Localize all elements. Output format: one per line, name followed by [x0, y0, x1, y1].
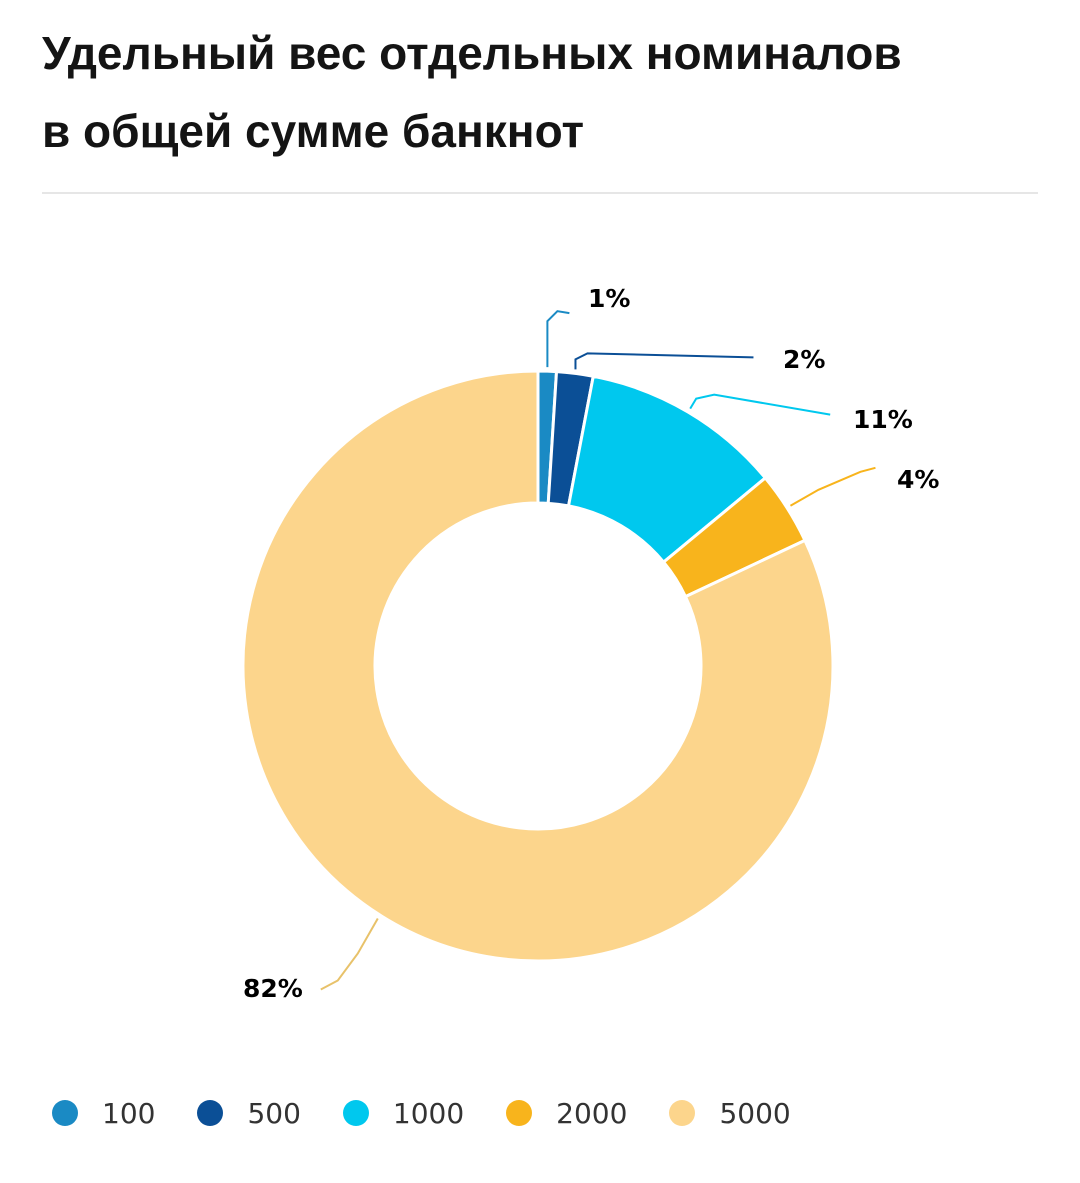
legend-label-5000: 5000 — [719, 1096, 791, 1130]
legend-item-100: 100 — [52, 1097, 155, 1130]
label-leader-lines — [320, 310, 876, 991]
legend-item-500: 500 — [197, 1096, 301, 1130]
legend-label-2000: 2000 — [556, 1096, 628, 1130]
legend-item-5000: 5000 — [669, 1096, 791, 1130]
title-divider — [42, 192, 1038, 194]
data-label-2000: 4% — [897, 465, 939, 494]
donut-slice-5000 — [241, 369, 835, 963]
legend-swatch-2000 — [506, 1100, 533, 1126]
data-label-500: 2% — [783, 345, 825, 374]
legend-label-1000: 1000 — [392, 1096, 465, 1130]
legend-swatch-500 — [197, 1100, 224, 1126]
data-label-100: 1% — [588, 284, 630, 313]
legend-swatch-100 — [52, 1100, 78, 1126]
leader-line-2000 — [789, 466, 876, 507]
data-label-1000: 11% — [853, 405, 913, 434]
legend-swatch-1000 — [342, 1100, 369, 1126]
chart-title-line-2: в общей сумме банкнот — [42, 105, 585, 157]
leader-line-500 — [574, 352, 754, 370]
data-label-5000: 82% — [243, 974, 303, 1003]
chart-title: Удельный вес отдельных номиналов в общей… — [42, 14, 1042, 170]
legend-label-500: 500 — [247, 1096, 301, 1130]
leader-line-5000 — [320, 917, 379, 991]
leader-line-100 — [546, 310, 570, 368]
donut-slices — [241, 369, 835, 963]
chart-legend: 100 500 1000 2000 5000 — [52, 1093, 833, 1133]
legend-label-100: 100 — [102, 1096, 156, 1130]
chart-title-line-1: Удельный вес отдельных номиналов — [42, 27, 902, 79]
leader-line-1000 — [689, 393, 831, 416]
data-labels: 1% 2% 11% 4% 82% — [243, 284, 939, 1003]
legend-item-2000: 2000 — [506, 1097, 627, 1130]
legend-item-1000: 1000 — [342, 1096, 465, 1130]
legend-swatch-5000 — [669, 1100, 696, 1126]
